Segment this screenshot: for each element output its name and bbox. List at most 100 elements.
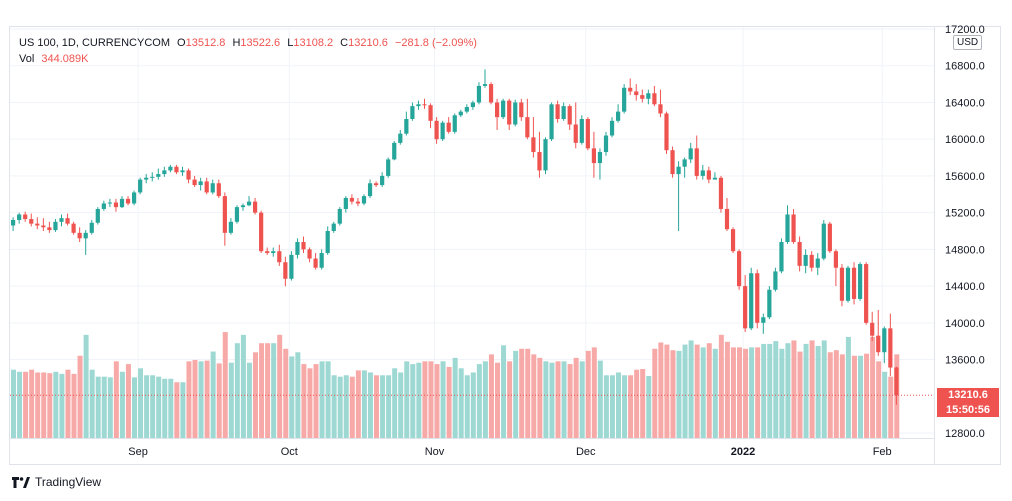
candle-body <box>730 229 736 252</box>
volume-bar <box>519 348 525 438</box>
candle-body <box>156 174 161 177</box>
volume-bar <box>640 368 646 438</box>
price-tick-label: 15600.0 <box>945 171 985 183</box>
candle-body <box>712 177 717 180</box>
volume-bar <box>585 350 591 438</box>
candle-body <box>537 152 542 171</box>
volume-bar <box>755 347 761 438</box>
volume-bar <box>821 340 827 438</box>
price-tick-label: 13600.0 <box>945 355 985 367</box>
currency-badge[interactable]: USD <box>953 35 983 50</box>
candle-body <box>83 232 88 239</box>
volume-bar <box>549 362 555 438</box>
candle-body <box>755 273 760 323</box>
volume-bar <box>851 355 857 438</box>
candle-body <box>458 111 463 116</box>
candle-body <box>864 264 869 323</box>
volume-bar <box>253 352 258 438</box>
volume-bar <box>277 334 283 438</box>
volume-bar <box>386 375 392 438</box>
candle-body <box>579 118 584 143</box>
candle-body <box>851 267 857 299</box>
volume-bar <box>234 343 240 438</box>
volume-value: 344.089K <box>41 53 89 65</box>
volume-bar <box>634 369 640 438</box>
symbol-label[interactable]: US 100, 1D, CURRENCYCOM <box>19 37 170 49</box>
volume-bar <box>476 364 482 438</box>
volume-bar <box>398 372 404 438</box>
tradingview-logo[interactable]: TradingView <box>12 475 101 489</box>
candle-body <box>119 198 125 208</box>
candle-body <box>416 104 421 107</box>
candle-body <box>59 218 64 222</box>
volume-bar <box>743 348 749 438</box>
volume-bar <box>446 366 452 438</box>
volume-bar <box>513 350 519 438</box>
volume-bar <box>162 378 168 438</box>
candle-body <box>797 242 802 266</box>
candle-body <box>658 104 663 114</box>
time-tick-label: Dec <box>576 446 596 458</box>
candle-body <box>17 214 22 220</box>
candle-body <box>355 201 361 204</box>
candle-body <box>192 179 197 186</box>
volume-bar <box>156 376 162 438</box>
volume-bar <box>488 354 494 438</box>
candle-body <box>35 223 40 226</box>
candle-body <box>265 251 270 254</box>
candle-body <box>845 267 851 301</box>
volume-label: Vol <box>19 53 35 65</box>
candle-body <box>827 223 832 252</box>
open-label: O <box>177 37 186 49</box>
volume-bar <box>470 372 476 438</box>
candle-body <box>349 197 354 202</box>
candle-body <box>434 120 439 140</box>
candle-body <box>464 107 469 112</box>
candle-body <box>234 207 240 222</box>
volume-bar <box>307 368 313 438</box>
volume-bar <box>876 361 882 438</box>
volume-bar <box>53 371 59 438</box>
volume-bar <box>537 357 543 438</box>
candle-body <box>204 181 209 193</box>
candle-body <box>513 102 518 125</box>
candle-body <box>858 264 863 299</box>
volume-bar <box>283 348 289 438</box>
time-axis[interactable]: Sep Oct Nov Dec 2022 Feb <box>128 446 891 458</box>
volume-bars <box>11 332 900 438</box>
volume-bar <box>367 372 373 438</box>
candle-body <box>791 214 796 243</box>
candle-body <box>41 225 46 228</box>
time-tick-label: 2022 <box>731 446 755 458</box>
volume-bar <box>833 350 839 438</box>
candle-body <box>240 205 246 208</box>
volume-bar <box>343 375 349 438</box>
price-tick-label: 14800.0 <box>945 244 985 256</box>
volume-bar <box>827 352 833 438</box>
candle-body <box>761 317 766 323</box>
candle-body <box>876 335 881 353</box>
price-tick-label: 14000.0 <box>945 318 985 330</box>
price-axis[interactable]: 17200.0 16800.0 16400.0 16000.0 15600.0 15200… <box>945 24 985 440</box>
volume-bar <box>682 344 688 438</box>
volume-bar <box>374 375 379 438</box>
volume-bar <box>422 361 428 438</box>
candle-body <box>737 251 742 287</box>
close-label: C <box>340 37 349 49</box>
volume-bar <box>724 341 730 438</box>
candle-body <box>222 196 227 233</box>
candle-body <box>543 139 548 171</box>
candle-body <box>549 104 554 140</box>
candle-body <box>640 95 645 99</box>
candle-body <box>253 201 258 213</box>
volume-bar <box>240 334 246 438</box>
volume-bar <box>349 376 355 438</box>
candle-body <box>676 166 681 175</box>
candle-body <box>23 214 28 220</box>
volume-bar <box>416 362 422 438</box>
candle-body <box>11 219 16 226</box>
volume-bar <box>791 340 797 438</box>
candle-body <box>616 111 621 121</box>
volume-bar <box>71 373 77 438</box>
